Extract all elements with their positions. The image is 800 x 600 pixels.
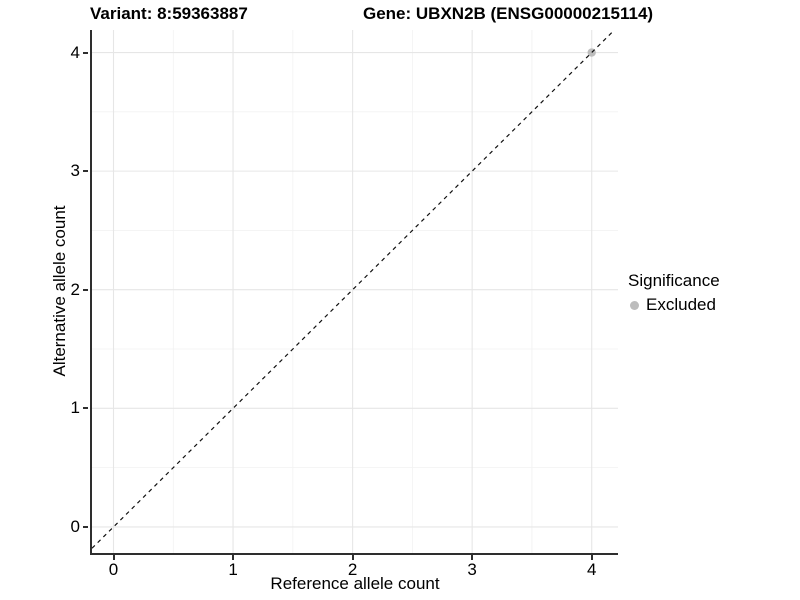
x-tick-label: 1: [228, 560, 238, 579]
gene-title: Gene: UBXN2B (ENSG00000215114): [363, 4, 654, 23]
x-tick-label: 2: [347, 560, 358, 579]
y-tick-mark: [83, 525, 88, 528]
legend-entry-label: Excluded: [646, 295, 716, 314]
chart-canvas: [92, 30, 618, 553]
identity-reference-line: [92, 30, 615, 549]
x-tick-mark: [471, 555, 474, 560]
y-tick-label: 4: [70, 42, 80, 62]
excluded-point-icon: [630, 300, 639, 310]
y-tick-label: 3: [70, 161, 80, 181]
y-tick-label: 1: [70, 398, 80, 418]
y-tick-label: 0: [70, 516, 80, 536]
legend: Significance Excluded: [628, 271, 720, 315]
x-tick-label: 0: [108, 560, 119, 579]
x-tick-label: 3: [467, 560, 477, 579]
x-tick-mark: [112, 555, 115, 560]
y-tick-mark: [83, 170, 88, 173]
x-tick-mark: [351, 555, 354, 560]
x-tick-mark: [590, 555, 593, 560]
y-tick-mark: [83, 407, 88, 410]
y-tick-mark: [83, 288, 88, 291]
plot-panel: [90, 30, 618, 555]
y-tick-mark: [83, 51, 88, 54]
x-tick-mark: [232, 555, 235, 560]
legend-title: Significance: [628, 271, 720, 290]
variant-title: Variant: 8:59363887: [90, 4, 248, 23]
y-tick-label: 2: [70, 279, 80, 299]
x-axis-title: Reference allele count: [270, 574, 440, 593]
x-tick-label: 4: [586, 560, 597, 579]
legend-entry-excluded: Excluded: [628, 295, 720, 315]
